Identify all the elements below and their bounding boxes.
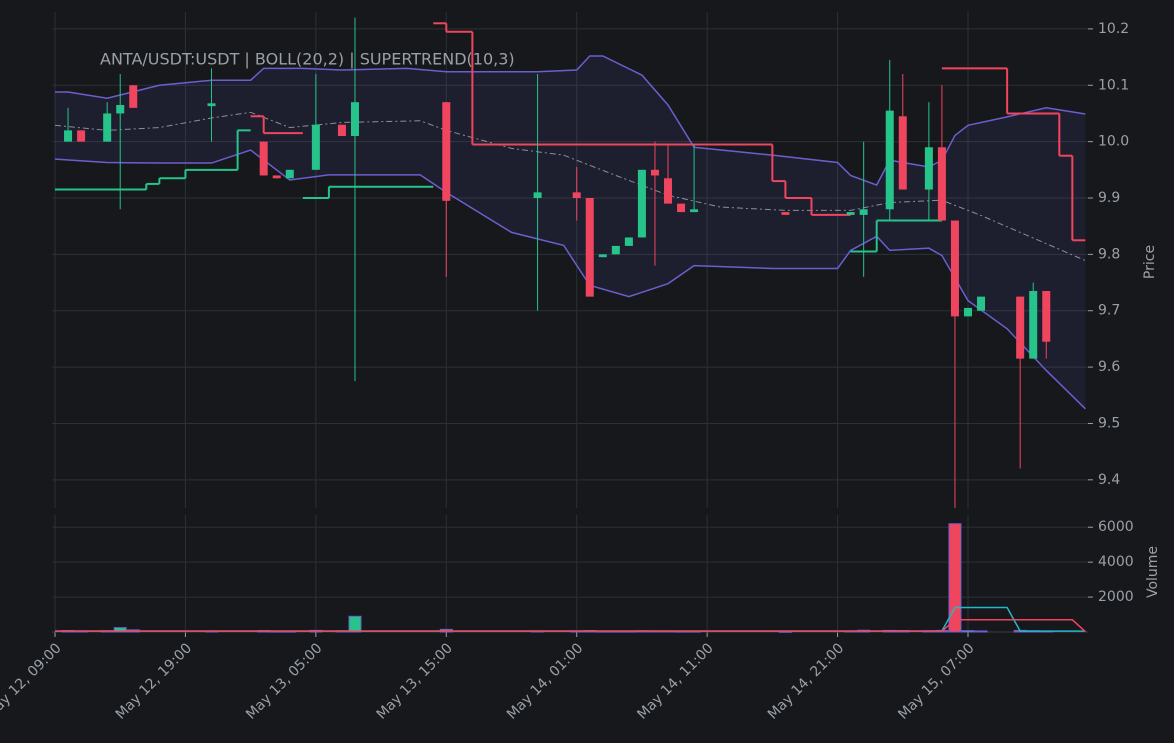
candle-body bbox=[964, 307, 972, 317]
candle-body bbox=[677, 203, 686, 213]
volume-line bbox=[55, 619, 1086, 633]
candle-body bbox=[690, 209, 699, 213]
candle-body bbox=[272, 175, 281, 179]
band-lower bbox=[54, 149, 1086, 410]
volume-bar bbox=[974, 630, 988, 633]
candle-body bbox=[846, 212, 855, 215]
candle-body bbox=[259, 141, 268, 176]
candle-body bbox=[129, 85, 138, 108]
candle-body bbox=[650, 169, 659, 176]
candle-body bbox=[898, 116, 907, 190]
candle-body bbox=[64, 130, 73, 142]
candle-body bbox=[1016, 296, 1025, 359]
candle-body bbox=[103, 113, 112, 142]
volume-axis-label: Volume bbox=[1145, 546, 1161, 598]
candle-body bbox=[859, 209, 868, 215]
volume-bar bbox=[961, 630, 975, 633]
candle-body bbox=[924, 147, 933, 190]
candle-body bbox=[1029, 291, 1038, 359]
candle-body bbox=[572, 192, 581, 198]
y-tick-label: 9.5 bbox=[1098, 415, 1120, 431]
candle-body bbox=[207, 103, 216, 107]
y-tick-label: 9.6 bbox=[1098, 359, 1120, 375]
band-mid bbox=[54, 111, 1086, 262]
y-tick-label: 9.4 bbox=[1098, 472, 1120, 488]
candle-body bbox=[311, 124, 320, 170]
candle-body bbox=[885, 110, 894, 210]
candle-body bbox=[977, 296, 986, 311]
volume-bar bbox=[348, 615, 362, 633]
y-tick-label: 10.2 bbox=[1098, 21, 1129, 37]
candle-body bbox=[350, 102, 359, 136]
candle-body bbox=[533, 192, 542, 198]
y-tick-label: 9.9 bbox=[1098, 190, 1120, 206]
candle-body bbox=[637, 169, 646, 238]
y-tick-label: 10.0 bbox=[1098, 134, 1129, 150]
candle-body bbox=[77, 130, 86, 142]
chart-title: ANTA/USDT:USDT | BOLL(20,2) | SUPERTREND… bbox=[100, 50, 515, 69]
y-tick-label: 10.1 bbox=[1098, 77, 1129, 93]
candle-body bbox=[585, 198, 594, 297]
price-axis-label: Price bbox=[1142, 245, 1158, 279]
candle-body bbox=[611, 245, 620, 255]
y-tick-label: 6000 bbox=[1098, 519, 1134, 535]
volume-bar bbox=[948, 523, 962, 633]
candle-body bbox=[950, 220, 959, 317]
candle-body bbox=[781, 212, 790, 215]
candle-body bbox=[337, 124, 346, 136]
y-tick-label: 9.8 bbox=[1098, 246, 1120, 262]
candle-body bbox=[624, 237, 633, 246]
candle-body bbox=[598, 254, 607, 258]
candle-body bbox=[442, 102, 451, 201]
candle-body bbox=[937, 147, 946, 221]
candle-body bbox=[285, 169, 294, 179]
candle-body bbox=[1042, 291, 1051, 342]
y-tick-label: 2000 bbox=[1098, 589, 1134, 605]
y-tick-label: 4000 bbox=[1098, 554, 1134, 570]
candle-body bbox=[116, 105, 125, 114]
y-tick-label: 9.7 bbox=[1098, 303, 1120, 319]
candle-body bbox=[664, 178, 673, 204]
